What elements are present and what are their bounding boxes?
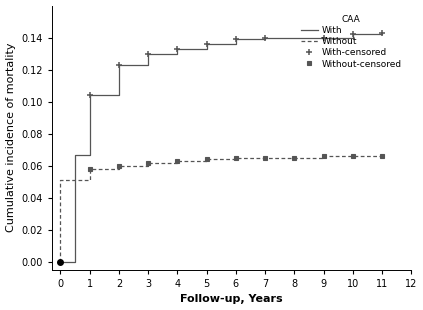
- Y-axis label: Cumulative incidence of mortality: Cumulative incidence of mortality: [5, 43, 16, 232]
- Legend: With, Without, With-censored, Without-censored: With, Without, With-censored, Without-ce…: [299, 13, 403, 70]
- X-axis label: Follow-up, Years: Follow-up, Years: [180, 294, 283, 304]
